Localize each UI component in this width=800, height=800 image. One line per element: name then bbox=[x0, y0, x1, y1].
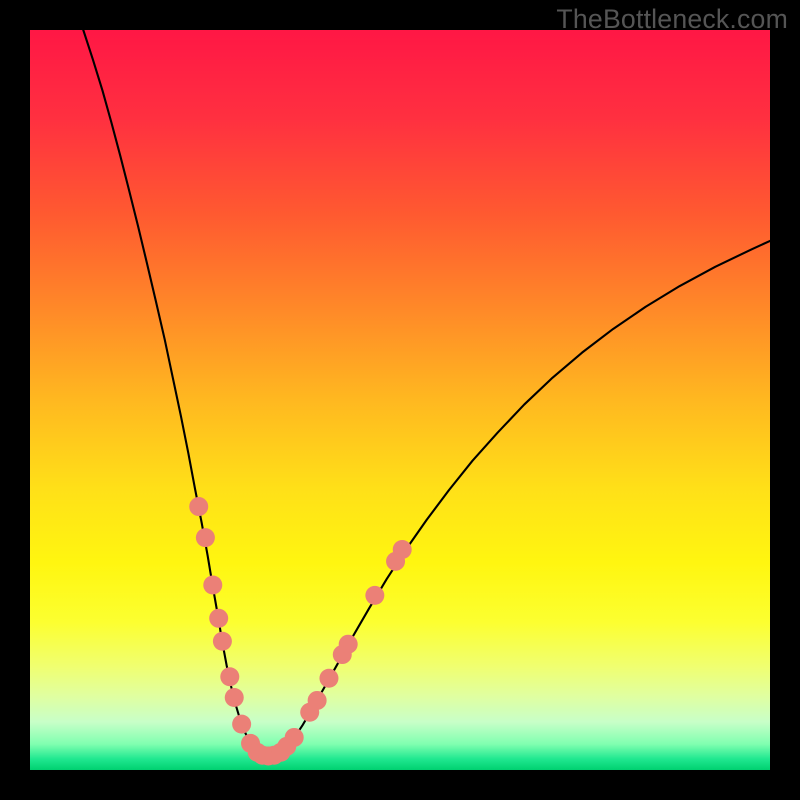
plot-area bbox=[30, 30, 770, 770]
marker-left-branch bbox=[209, 609, 228, 628]
curve-layer bbox=[30, 30, 770, 770]
marker-right-branch bbox=[308, 691, 327, 710]
marker-left-branch bbox=[189, 497, 208, 516]
curve-right-branch bbox=[280, 241, 770, 753]
marker-right-branch bbox=[393, 540, 412, 559]
marker-group bbox=[189, 497, 412, 765]
canvas: TheBottleneck.com bbox=[0, 0, 800, 800]
marker-right-branch bbox=[339, 635, 358, 654]
marker-right-branch bbox=[319, 669, 338, 688]
marker-left-branch bbox=[203, 576, 222, 595]
curve-left-branch bbox=[83, 30, 258, 753]
curve-group bbox=[83, 30, 770, 757]
marker-left-branch bbox=[232, 715, 251, 734]
watermark-text: TheBottleneck.com bbox=[556, 4, 788, 35]
marker-left-branch bbox=[220, 667, 239, 686]
marker-right-branch bbox=[285, 728, 304, 747]
marker-left-branch bbox=[213, 632, 232, 651]
marker-left-branch bbox=[225, 688, 244, 707]
marker-left-branch bbox=[196, 528, 215, 547]
marker-right-branch bbox=[365, 586, 384, 605]
